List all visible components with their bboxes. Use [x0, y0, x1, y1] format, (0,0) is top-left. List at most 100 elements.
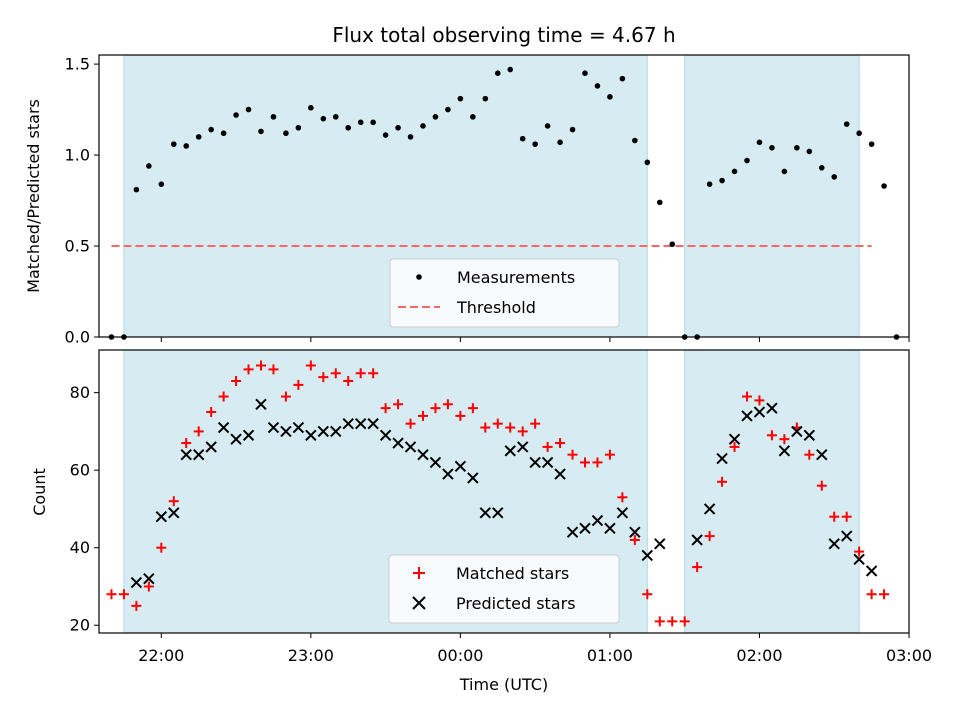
measurement-point	[208, 126, 214, 133]
matched-star-point	[704, 531, 715, 542]
matched-star-point	[642, 589, 653, 600]
predicted-star-point	[504, 445, 516, 457]
measurement-point	[669, 241, 676, 248]
matched-star-point	[779, 434, 790, 445]
predicted-star-point	[292, 421, 305, 434]
measurement-point	[582, 70, 588, 76]
predicted-star-point	[168, 507, 180, 519]
matched-star-point	[206, 407, 217, 418]
matched-star-point	[766, 430, 777, 441]
matched-star-point	[530, 418, 541, 429]
predicted-star-point	[454, 460, 467, 473]
measurement-point	[220, 130, 227, 137]
measurement-point	[756, 139, 763, 146]
predicted-star-point	[753, 406, 766, 418]
matched-star-point	[542, 441, 553, 452]
matched-star-point	[555, 438, 566, 449]
measurement-point	[233, 112, 239, 118]
matched-star-point	[492, 418, 503, 429]
legend-predicted-marker	[412, 596, 426, 610]
predicted-star-point	[579, 522, 591, 535]
measurement-point	[146, 163, 152, 169]
bottom-x-tick-label: 01:00	[587, 646, 633, 665]
matched-star-point	[268, 364, 279, 375]
matched-star-point	[118, 589, 129, 600]
measurement-point	[332, 114, 339, 120]
predicted-star-point	[529, 456, 541, 469]
bottom-y-tick-label: 60	[70, 461, 90, 480]
predicted-star-point	[354, 417, 367, 430]
measurement-point	[719, 177, 725, 184]
predicted-star-point	[230, 433, 242, 445]
matched-star-point	[243, 364, 254, 375]
matched-star-point	[368, 368, 379, 379]
top-y-tick-label: 1.0	[65, 146, 90, 165]
predicted-star-point	[716, 452, 728, 465]
matched-star-point	[866, 589, 877, 600]
measurement-point	[308, 104, 314, 111]
matched-star-point	[816, 480, 827, 491]
measurement-point	[470, 114, 476, 120]
observing-interval-shade	[684, 350, 860, 633]
bottom-x-tick-label: 23:00	[288, 646, 334, 665]
measurement-point	[494, 70, 501, 76]
legend-matched-label: Matched stars	[456, 564, 569, 583]
measurement-point	[881, 183, 887, 189]
measurement-point	[769, 144, 775, 151]
matched-star-point	[629, 534, 640, 545]
measurement-point	[831, 174, 838, 180]
predicted-star-point	[853, 553, 865, 566]
measurement-point	[532, 141, 538, 147]
matched-star-point	[168, 496, 179, 507]
matched-star-point	[218, 391, 229, 402]
measurement-point	[283, 130, 289, 137]
bottom-axes-frame	[98, 349, 910, 634]
predicted-star-point	[791, 425, 803, 438]
matched-star-point	[679, 616, 690, 627]
measurement-point	[744, 157, 750, 164]
measurement-point	[133, 186, 140, 193]
bottom-y-axis-label: Count	[30, 468, 49, 516]
bottom-y-tick-label: 20	[70, 616, 90, 635]
measurement-point	[731, 168, 738, 175]
top-y-tick-label: 0.0	[65, 328, 90, 347]
matched-star-point	[393, 399, 404, 410]
predicted-star-point	[492, 507, 504, 519]
matched-star-point	[256, 360, 266, 371]
measurement-point	[806, 148, 813, 155]
predicted-star-point	[467, 472, 479, 484]
legend-measurements-label: Measurements	[457, 268, 575, 287]
bottom-x-axis-label: Time (UTC)	[459, 675, 548, 694]
legend-matched-marker	[413, 567, 425, 579]
measurement-point	[557, 139, 563, 146]
matched-star-point	[754, 395, 765, 406]
bottom-x-tick-label: 22:00	[138, 646, 184, 665]
predicted-star-point	[217, 421, 230, 434]
measurement-point	[345, 124, 352, 131]
legend-predicted-label: Predicted stars	[456, 594, 576, 613]
measurement-point	[519, 135, 526, 142]
measurement-point	[295, 124, 302, 131]
predicted-star-point	[816, 448, 828, 461]
measurement-point	[270, 114, 277, 120]
measurement-point	[258, 128, 264, 135]
predicted-star-point	[342, 417, 354, 430]
predicted-star-point	[205, 441, 217, 453]
predicted-star-point	[541, 456, 554, 469]
bottom-y-tick-label: 80	[70, 383, 90, 402]
legend-measurements-marker	[416, 274, 422, 280]
predicted-star-point	[442, 468, 454, 480]
measurement-point	[382, 132, 389, 138]
matched-star-point	[480, 422, 491, 433]
predicted-star-point	[392, 437, 404, 449]
matched-star-point	[405, 418, 416, 429]
matched-star-point	[879, 589, 890, 600]
predicted-star-point	[840, 530, 853, 542]
measurement-point	[607, 94, 613, 100]
measurement-point	[507, 66, 514, 73]
predicted-star-point	[267, 421, 280, 434]
measurement-point	[158, 181, 165, 187]
measurement-point	[183, 143, 190, 149]
predicted-star-point	[242, 429, 255, 441]
predicted-star-point	[305, 429, 317, 441]
